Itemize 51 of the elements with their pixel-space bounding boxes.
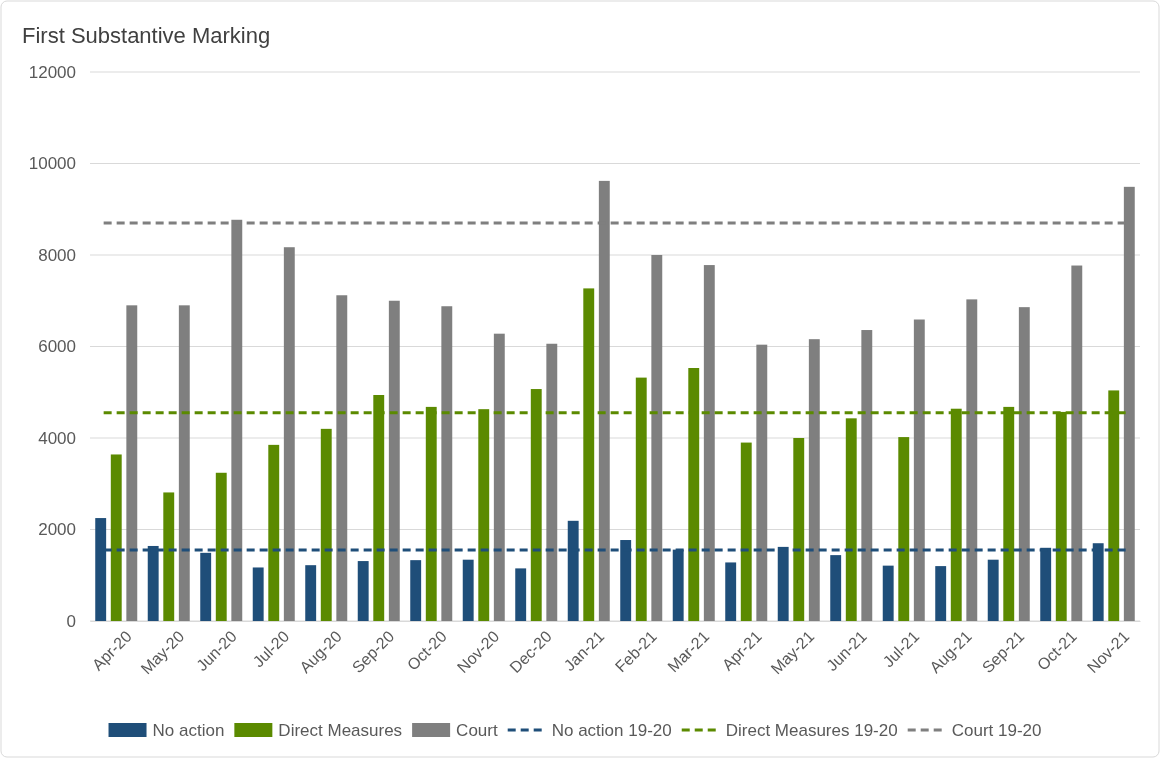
legend-label: Court 19-20 xyxy=(951,721,1042,740)
bar xyxy=(651,255,663,621)
chart-title: First Substantive Marking xyxy=(22,23,271,48)
bar xyxy=(252,567,264,621)
bar xyxy=(882,565,894,621)
bar xyxy=(215,472,227,621)
bar xyxy=(966,299,978,621)
bar xyxy=(703,265,715,621)
bar xyxy=(546,343,558,621)
bar xyxy=(126,305,138,621)
y-tick-label: 12000 xyxy=(28,62,76,82)
bar xyxy=(410,560,422,621)
bar xyxy=(845,418,857,621)
bar xyxy=(268,444,280,621)
bar xyxy=(515,568,527,621)
bar xyxy=(808,339,820,621)
y-tick-label: 0 xyxy=(66,611,76,631)
bar xyxy=(1018,307,1030,621)
bar xyxy=(305,565,317,621)
bar xyxy=(935,566,947,621)
bar xyxy=(336,295,348,621)
bar xyxy=(861,330,873,621)
legend-label: Direct Measures 19-20 xyxy=(725,721,898,740)
legend-label: No action 19-20 xyxy=(551,721,672,740)
legend-label: Direct Measures xyxy=(278,721,403,740)
bar xyxy=(388,300,400,621)
legend-label: No action xyxy=(152,721,225,740)
bar xyxy=(725,562,737,621)
y-tick-label: 4000 xyxy=(38,428,76,448)
bar xyxy=(913,319,925,621)
bar xyxy=(462,559,474,621)
bar xyxy=(178,305,190,621)
y-tick-label: 8000 xyxy=(38,245,76,265)
bar xyxy=(793,438,805,621)
bar xyxy=(441,306,453,621)
bar xyxy=(1071,265,1083,621)
bar xyxy=(283,247,295,621)
y-tick-label: 10000 xyxy=(28,154,76,174)
legend-label: Court xyxy=(456,721,498,740)
bar xyxy=(740,442,752,621)
bar xyxy=(357,561,369,621)
bar xyxy=(987,559,999,621)
bar xyxy=(493,333,505,621)
bar xyxy=(163,492,175,621)
bar xyxy=(110,454,122,621)
bar xyxy=(756,344,768,621)
y-tick-label: 6000 xyxy=(38,337,76,357)
y-tick-label: 2000 xyxy=(38,520,76,540)
bar xyxy=(320,428,332,621)
bar xyxy=(898,437,910,621)
bar xyxy=(830,555,842,621)
